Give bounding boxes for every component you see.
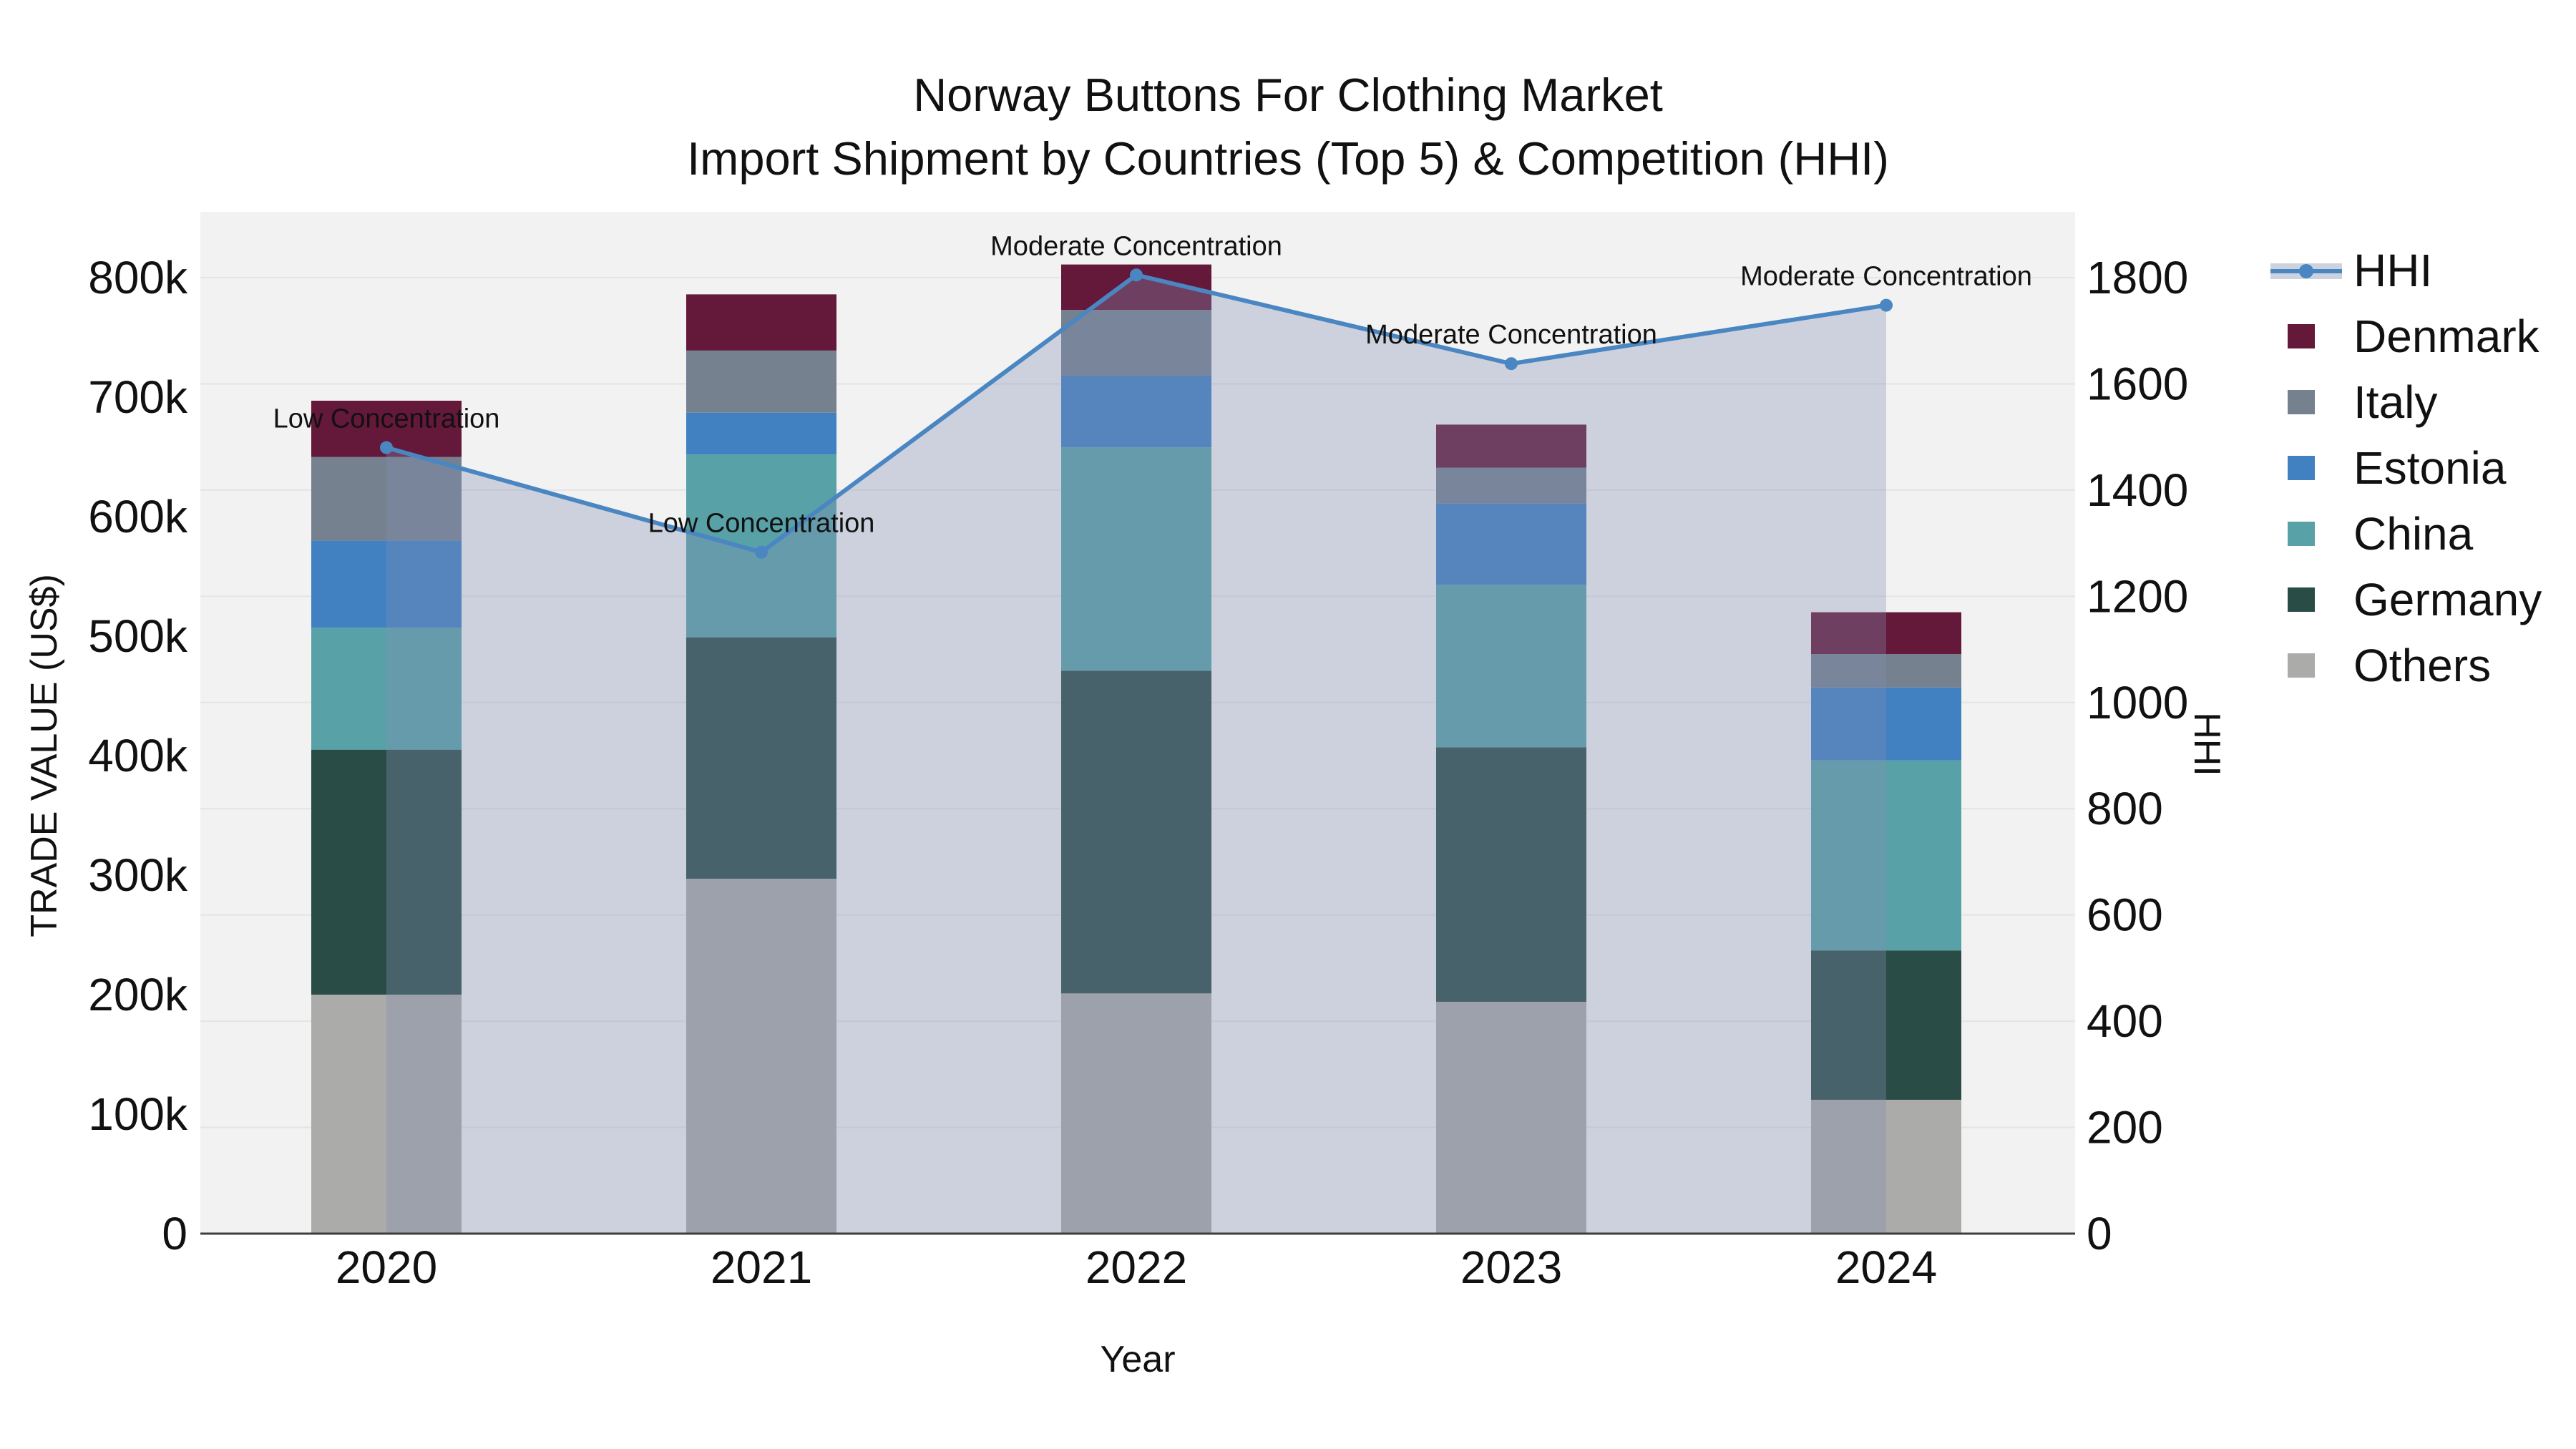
hhi-marker-2020 bbox=[380, 441, 393, 454]
annotation-2024: Moderate Concentration bbox=[1740, 262, 2032, 292]
annotation-2020: Low Concentration bbox=[273, 404, 500, 434]
bar-segment-estonia-2021 bbox=[686, 412, 836, 455]
bar-segment-germany-2023 bbox=[1436, 747, 1586, 1002]
left-axis-title: TRADE VALUE (US$) bbox=[24, 574, 65, 937]
denmark-swatch-icon bbox=[2288, 324, 2315, 348]
bar-segment-italy-2022 bbox=[1061, 310, 1211, 376]
color-swatch-icon bbox=[2265, 501, 2351, 567]
bar-segment-estonia-2020 bbox=[311, 540, 462, 628]
hhi-area-fill bbox=[386, 275, 1886, 1234]
left-tick-label-100k: 100k bbox=[88, 1088, 188, 1140]
legend-label-others: Others bbox=[2353, 640, 2492, 691]
bar-segment-others-2021 bbox=[686, 879, 836, 1234]
hhi-marker-2021 bbox=[755, 545, 768, 559]
bar-segment-estonia-2022 bbox=[1061, 375, 1211, 448]
legend-label-denmark: Denmark bbox=[2353, 311, 2540, 362]
right-axis-title: HHI bbox=[2186, 712, 2228, 776]
legend-item-china[interactable]: China bbox=[2265, 501, 2542, 567]
bar-segment-others-2024 bbox=[1811, 1099, 1961, 1234]
right-tick-label-1200: 1200 bbox=[2087, 570, 2188, 622]
legend-label-estonia: Estonia bbox=[2353, 442, 2507, 494]
left-tick-label-200k: 200k bbox=[88, 969, 188, 1020]
legend-label-germany: Germany bbox=[2353, 574, 2542, 625]
right-tick-label-0: 0 bbox=[2087, 1208, 2112, 1259]
annotation-2022: Moderate Concentration bbox=[990, 231, 1282, 261]
right-tick-label-600: 600 bbox=[2087, 889, 2163, 941]
bar-segment-denmark-2024 bbox=[1811, 612, 1961, 655]
x-tick-label-2021: 2021 bbox=[711, 1241, 812, 1293]
hhi-line-swatch-icon bbox=[2265, 238, 2351, 303]
color-swatch-icon bbox=[2265, 567, 2351, 633]
bar-segment-estonia-2023 bbox=[1436, 503, 1586, 585]
color-swatch-icon bbox=[2265, 303, 2351, 369]
bar-segment-italy-2024 bbox=[1811, 654, 1961, 688]
left-tick-label-400k: 400k bbox=[88, 730, 188, 781]
right-tick-label-800: 800 bbox=[2087, 783, 2163, 834]
color-swatch-icon bbox=[2265, 633, 2351, 698]
left-tick-label-800k: 800k bbox=[88, 252, 188, 303]
x-axis-title: Year bbox=[1100, 1339, 1176, 1380]
bar-segment-others-2023 bbox=[1436, 1002, 1586, 1234]
estonia-swatch-icon bbox=[2288, 456, 2315, 480]
bar-segment-china-2024 bbox=[1811, 760, 1961, 951]
right-tick-label-1000: 1000 bbox=[2087, 677, 2188, 728]
left-tick-label-600k: 600k bbox=[88, 491, 188, 542]
x-tick-label-2024: 2024 bbox=[1835, 1241, 1937, 1293]
bar-segment-germany-2021 bbox=[686, 637, 836, 879]
x-tick-label-2022: 2022 bbox=[1085, 1241, 1187, 1293]
color-swatch-icon bbox=[2265, 435, 2351, 501]
bar-segment-denmark-2023 bbox=[1436, 424, 1586, 468]
hhi-marker-2023 bbox=[1505, 357, 1518, 371]
legend-label-china: China bbox=[2353, 508, 2474, 560]
hhi-marker-2022 bbox=[1130, 268, 1143, 282]
bar-segment-germany-2022 bbox=[1061, 670, 1211, 994]
left-tick-label-0: 0 bbox=[162, 1208, 187, 1259]
annotation-2023: Moderate Concentration bbox=[1365, 320, 1657, 350]
legend-label-hhi: HHI bbox=[2353, 245, 2433, 296]
bar-segment-china-2020 bbox=[311, 628, 462, 750]
legend-item-hhi[interactable]: HHI bbox=[2265, 238, 2542, 303]
legend: HHI Denmark Italy Estonia China Germany Others bbox=[2265, 238, 2542, 698]
annotation-2021: Low Concentration bbox=[648, 509, 875, 539]
right-tick-label-1800: 1800 bbox=[2087, 252, 2188, 303]
bar-segment-others-2022 bbox=[1061, 993, 1211, 1234]
bar-segment-italy-2021 bbox=[686, 350, 836, 413]
bar-segment-china-2022 bbox=[1061, 447, 1211, 671]
right-tick-label-200: 200 bbox=[2087, 1102, 2163, 1153]
bar-segment-germany-2020 bbox=[311, 749, 462, 995]
italy-swatch-icon bbox=[2288, 390, 2315, 414]
bar-segment-italy-2020 bbox=[311, 457, 462, 541]
legend-item-denmark[interactable]: Denmark bbox=[2265, 303, 2542, 369]
bar-segment-italy-2023 bbox=[1436, 467, 1586, 504]
chart-title-line1: Norway Buttons For Clothing Market bbox=[913, 69, 1663, 121]
left-tick-label-300k: 300k bbox=[88, 849, 188, 901]
bar-segment-denmark-2021 bbox=[686, 294, 836, 351]
china-swatch-icon bbox=[2288, 522, 2315, 546]
legend-item-others[interactable]: Others bbox=[2265, 633, 2542, 698]
color-swatch-icon bbox=[2265, 369, 2351, 435]
left-tick-label-500k: 500k bbox=[88, 610, 188, 662]
legend-item-germany[interactable]: Germany bbox=[2265, 567, 2542, 633]
x-tick-label-2023: 2023 bbox=[1460, 1241, 1562, 1293]
left-tick-label-700k: 700k bbox=[88, 371, 188, 423]
bar-segment-others-2020 bbox=[311, 995, 462, 1234]
chart-title-line2: Import Shipment by Countries (Top 5) & C… bbox=[687, 132, 1889, 185]
right-tick-label-400: 400 bbox=[2087, 995, 2163, 1047]
others-swatch-icon bbox=[2288, 653, 2315, 678]
right-tick-label-1600: 1600 bbox=[2087, 358, 2188, 409]
right-tick-label-1400: 1400 bbox=[2087, 464, 2188, 516]
bar-segment-germany-2024 bbox=[1811, 950, 1961, 1100]
hhi-marker-dot-icon bbox=[2299, 264, 2313, 278]
x-tick-label-2020: 2020 bbox=[336, 1241, 437, 1293]
legend-label-italy: Italy bbox=[2353, 376, 2438, 428]
hhi-marker-2024 bbox=[1880, 298, 1893, 312]
bar-segment-estonia-2024 bbox=[1811, 687, 1961, 761]
legend-item-italy[interactable]: Italy bbox=[2265, 369, 2542, 435]
germany-swatch-icon bbox=[2288, 587, 2315, 612]
legend-item-estonia[interactable]: Estonia bbox=[2265, 435, 2542, 501]
bar-segment-china-2023 bbox=[1436, 585, 1586, 748]
